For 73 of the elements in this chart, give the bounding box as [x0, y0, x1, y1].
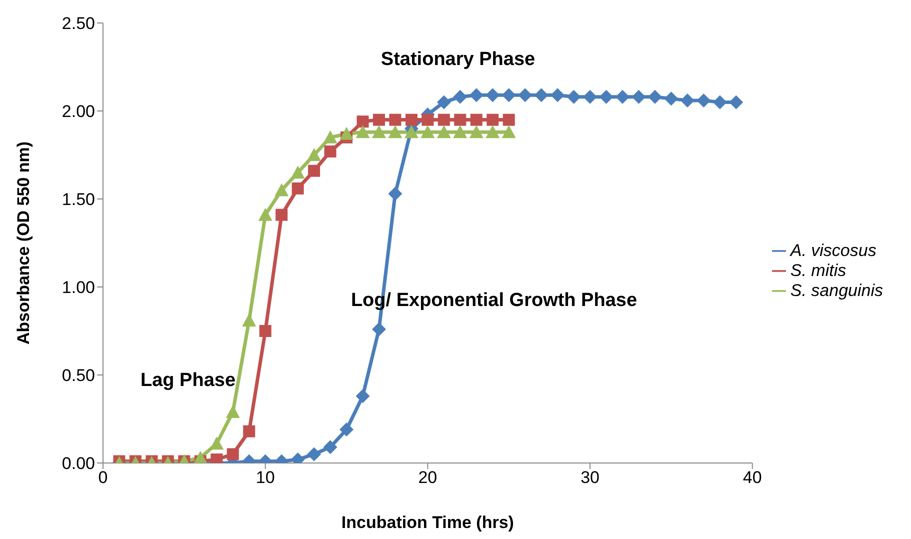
- point: [307, 148, 322, 161]
- x-tick-label: 20: [418, 468, 438, 488]
- point: [193, 450, 208, 463]
- point: [436, 125, 451, 138]
- legend-label: A. viscosus: [790, 240, 876, 260]
- point: [648, 90, 662, 104]
- legend-label: S. mitis: [790, 260, 846, 280]
- point: [356, 125, 370, 138]
- point: [486, 125, 500, 138]
- y-tick-label: 1.50: [62, 190, 95, 210]
- point: [372, 322, 386, 336]
- point: [470, 114, 482, 126]
- y-tick-label: 2.00: [62, 102, 95, 122]
- point: [340, 126, 354, 140]
- point: [696, 93, 711, 108]
- point: [534, 88, 548, 102]
- x-tick-label: 10: [256, 468, 275, 488]
- point: [502, 125, 516, 138]
- point: [469, 125, 484, 138]
- x-axis-title: Incubation Time (hrs): [341, 513, 514, 532]
- x-tick-label: 0: [98, 468, 108, 488]
- point: [388, 186, 402, 201]
- point: [405, 114, 418, 126]
- point: [632, 90, 646, 104]
- point: [486, 88, 500, 102]
- point: [420, 125, 435, 138]
- point: [729, 95, 744, 110]
- point: [664, 92, 678, 106]
- point: [292, 182, 304, 194]
- y-tick-label: 0.00: [62, 454, 95, 474]
- y-tick-label: 0.50: [62, 366, 95, 386]
- x-tick-label: 30: [580, 468, 600, 488]
- point: [583, 90, 598, 104]
- point: [680, 93, 694, 108]
- point: [566, 90, 581, 104]
- point: [324, 145, 336, 158]
- point: [550, 88, 565, 102]
- point: [290, 166, 305, 179]
- point: [438, 114, 450, 126]
- y-tick-label: 2.50: [62, 14, 95, 34]
- point: [388, 125, 402, 138]
- point: [599, 90, 614, 104]
- point: [616, 90, 630, 104]
- point: [356, 116, 369, 128]
- point: [372, 125, 386, 138]
- point: [323, 130, 338, 144]
- point: [518, 88, 532, 102]
- point: [258, 208, 272, 221]
- point: [404, 125, 418, 138]
- point: [259, 325, 272, 337]
- point: [276, 208, 288, 221]
- y-tick-label: 1.00: [62, 278, 95, 298]
- annotation: Stationary Phase: [380, 49, 536, 71]
- y-axis-title: Absorbance (OD 550 nm): [14, 141, 34, 345]
- point: [372, 114, 385, 126]
- point: [486, 114, 499, 126]
- point: [436, 95, 451, 110]
- point: [469, 88, 484, 102]
- point: [308, 164, 320, 177]
- point: [274, 183, 289, 196]
- legend-label: S. sanguinis: [790, 280, 883, 300]
- x-tick-label: 40: [742, 468, 762, 488]
- point: [453, 90, 468, 104]
- point: [422, 114, 434, 126]
- point: [389, 114, 402, 126]
- point: [454, 114, 466, 126]
- point: [242, 313, 256, 326]
- point: [453, 125, 468, 138]
- point: [502, 88, 516, 102]
- annotation: Lag Phase: [140, 370, 236, 392]
- point: [712, 95, 727, 110]
- point: [226, 404, 240, 418]
- point: [502, 114, 515, 126]
